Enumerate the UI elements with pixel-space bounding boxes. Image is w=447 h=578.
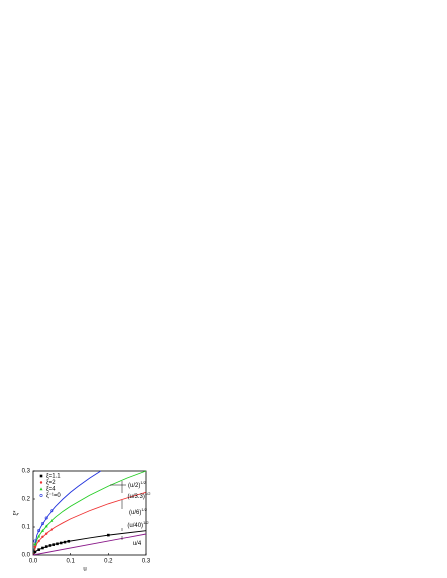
annotation-text: u/4: [133, 541, 142, 547]
annotation-sup: 1/2: [141, 507, 147, 512]
plot-frame: [32, 470, 147, 556]
y-tick-label: 0.0: [22, 553, 31, 559]
data-point: [50, 518, 54, 522]
data-point: [39, 474, 43, 478]
data-point: [39, 487, 43, 491]
x-tick-label: 0.2: [104, 559, 113, 565]
annotation: (u/40)1/2: [127, 520, 149, 529]
annotation: (u/2)1/2: [128, 480, 147, 489]
data-point: [33, 545, 37, 549]
data-point: [41, 535, 44, 538]
annotation-text: (u/40): [127, 523, 143, 529]
data-point: [44, 516, 48, 520]
fit-line: [32, 470, 102, 556]
data-point: [40, 522, 44, 526]
fit-line: [32, 533, 147, 556]
data-point: [44, 524, 48, 528]
annotation: u/4: [133, 541, 142, 547]
data-point: [59, 541, 63, 545]
x-tick-label: 0.0: [29, 559, 38, 565]
annotation-text: (u/6): [129, 510, 141, 516]
legend-label: ξ=2: [46, 480, 56, 486]
data-point: [48, 544, 52, 547]
annotation: (u/6)1/2: [129, 507, 148, 516]
annotation-sup: 1/2: [140, 480, 146, 485]
legend-label: ξ=4: [46, 487, 56, 493]
x-axis-label: u: [83, 567, 86, 573]
data-point: [37, 548, 40, 551]
data-point: [40, 529, 44, 532]
y-tick-label: 0.3: [22, 469, 31, 475]
data-point: [107, 533, 110, 537]
legend-label: ξ⁻¹=0: [46, 493, 61, 499]
annotation-text: (u/2): [128, 483, 140, 489]
legend-label: ξ=1.1: [46, 474, 61, 480]
fit-line: [32, 470, 147, 556]
y-tick-label: 0.1: [22, 525, 31, 531]
x-tick-label: 0.3: [142, 559, 151, 565]
data-point: [63, 540, 67, 544]
data-point: [52, 543, 56, 546]
data-point: [50, 528, 54, 531]
data-point: [67, 539, 71, 543]
x-tick-label: 0.1: [66, 559, 75, 565]
data-point: [39, 481, 43, 484]
data-point: [33, 542, 37, 546]
data-point: [39, 493, 43, 497]
data-point: [50, 509, 54, 513]
fit-line: [32, 530, 147, 556]
data-point: [44, 532, 48, 535]
data-point: [37, 529, 41, 533]
y-tick-label: 0.2: [22, 497, 31, 503]
annotation-sup: 1/2: [143, 520, 149, 525]
annotation-text: (u/3.3): [128, 494, 145, 500]
y-axis-label: ξ*: [14, 510, 20, 516]
data-point: [44, 545, 48, 548]
data-point: [37, 539, 40, 543]
annotation-sup: 1/2: [145, 491, 151, 496]
data-point: [33, 539, 37, 543]
data-point: [37, 534, 41, 538]
data-point: [33, 550, 37, 554]
data-point: [41, 546, 44, 550]
annotation: (u/3.3)1/2: [128, 491, 152, 500]
data-point: [56, 542, 59, 546]
